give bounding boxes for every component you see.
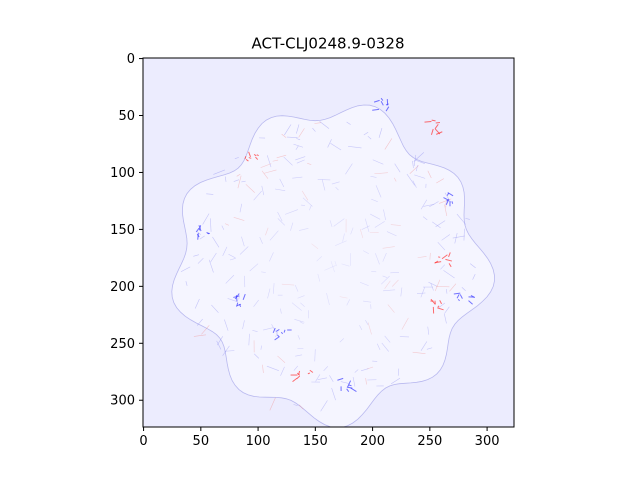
chart-title: ACT-CLJ0248.9-0328	[252, 35, 405, 53]
hotspot-negative	[453, 292, 476, 305]
hotspot-negative	[443, 192, 454, 207]
hotspot-positive	[424, 119, 443, 135]
hotspot-negative	[195, 225, 210, 240]
y-tick-label: 200	[110, 280, 135, 295]
y-tick-label: 100	[110, 166, 135, 181]
hotspot-positive	[244, 151, 259, 162]
y-tick-label: 300	[110, 394, 135, 409]
axes: 0 50 100 150 200 250 300 0 50 100 150 200 250 300	[110, 52, 515, 449]
y-tick-label: 50	[118, 109, 135, 124]
y-tick-label: 0	[127, 52, 135, 67]
x-tick-label: 150	[303, 434, 328, 449]
hotspot-negative	[272, 327, 292, 341]
plot-frame	[142, 57, 515, 428]
x-tick-label: 50	[193, 434, 210, 449]
x-tick-label: 200	[360, 434, 385, 449]
y-tick-label: 150	[110, 223, 135, 238]
plot-area	[143, 58, 514, 427]
hotspot-negative	[337, 377, 357, 393]
x-tick-label: 300	[475, 434, 500, 449]
x-tick-label: 100	[246, 434, 271, 449]
x-tick-label: 0	[139, 434, 147, 449]
hotspot-positive	[430, 298, 444, 314]
x-tick-label: 250	[417, 434, 442, 449]
hotspot-negative	[372, 97, 390, 112]
hotspot-positive	[434, 252, 452, 268]
hotspot-negative	[233, 293, 246, 308]
hotspot-positive	[290, 369, 314, 383]
survey-footprint	[171, 104, 495, 427]
y-tick-label: 250	[110, 337, 135, 352]
noise-texture	[180, 121, 476, 412]
